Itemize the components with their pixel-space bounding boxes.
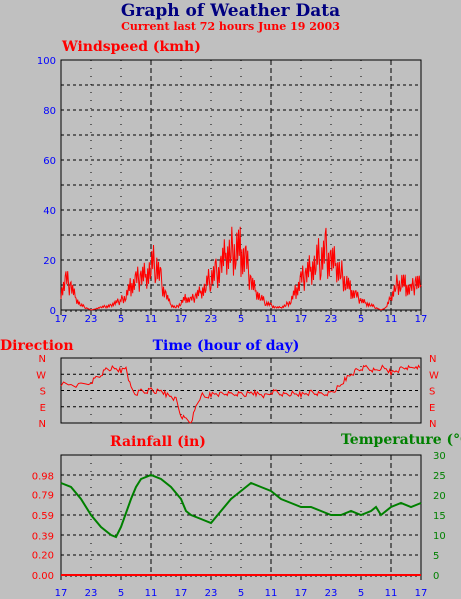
x-tick-label: 5 (358, 588, 364, 599)
temperature-tick-label: 10 (433, 531, 446, 542)
x-tick-label: 17 (55, 314, 68, 325)
rainfall-tick-label: 0.79 (32, 491, 54, 502)
y-tick-label: 20 (43, 256, 56, 267)
x-tick-label: 17 (295, 314, 308, 325)
x-tick-label: 23 (325, 314, 338, 325)
direction-tick-right: E (429, 403, 435, 414)
x-tick-label: 23 (325, 588, 338, 599)
x-tick-label: 17 (295, 588, 308, 599)
direction-tick-right: W (429, 370, 439, 381)
x-tick-label: 23 (205, 588, 218, 599)
windspeed-title: Windspeed (kmh) (61, 39, 201, 55)
x-tick-label: 5 (358, 314, 364, 325)
direction-series (60, 364, 421, 424)
direction-tick-right: N (429, 419, 436, 430)
x-tick-label: 5 (238, 314, 244, 325)
y-tick-label: 40 (43, 206, 56, 217)
x-tick-label: 5 (118, 314, 124, 325)
x-tick-label: 11 (265, 314, 278, 325)
temperature-title: Temperature (°C) (341, 432, 461, 448)
x-tick-label: 17 (175, 314, 188, 325)
plot-frame (60, 357, 422, 424)
y-tick-label: 100 (37, 56, 56, 67)
page-subtitle: Current last 72 hours June 19 2003 (121, 20, 340, 33)
x-tick-label: 11 (385, 314, 398, 325)
direction-tick-left: S (40, 387, 46, 398)
rainfall-tick-label: 0.20 (32, 551, 54, 562)
page-title: Graph of Weather Data (120, 1, 341, 21)
y-tick-label: 0 (50, 306, 56, 317)
x-tick-label: 23 (85, 588, 98, 599)
temperature-tick-label: 5 (433, 551, 439, 562)
temperature-tick-label: 25 (433, 471, 446, 482)
rainfall-tick-label: 0.00 (32, 571, 54, 582)
temperature-tick-label: 20 (433, 491, 446, 502)
rainfall-tick-label: 0.39 (32, 531, 54, 542)
windspeed-series (60, 226, 422, 311)
temperature-tick-label: 30 (433, 451, 446, 462)
direction-tick-left: W (36, 370, 46, 381)
x-tick-label: 5 (118, 588, 124, 599)
y-tick-label: 80 (43, 106, 56, 117)
temperature-tick-label: 15 (433, 511, 446, 522)
temperature-tick-label: 0 (433, 571, 439, 582)
x-tick-label: 11 (385, 588, 398, 599)
direction-tick-right: N (429, 354, 436, 365)
rainfall-tick-label: 0.59 (32, 511, 54, 522)
x-tick-label: 23 (205, 314, 218, 325)
time-axis-label: Time (hour of day) (153, 338, 300, 354)
rainfall-title: Rainfall (in) (110, 434, 206, 450)
direction-tick-left: N (39, 354, 46, 365)
rainfall-tick-label: 0.98 (32, 471, 54, 482)
direction-tick-left: E (40, 403, 46, 414)
direction-tick-right: S (429, 387, 435, 398)
x-tick-label: 11 (145, 314, 158, 325)
x-tick-label: 17 (55, 588, 68, 599)
x-tick-label: 17 (415, 314, 428, 325)
x-tick-label: 17 (175, 588, 188, 599)
y-tick-label: 60 (43, 156, 56, 167)
x-tick-label: 17 (415, 588, 428, 599)
direction-title: Direction (0, 338, 74, 354)
x-tick-label: 5 (238, 588, 244, 599)
x-tick-label: 11 (265, 588, 278, 599)
x-tick-label: 23 (85, 314, 98, 325)
direction-tick-left: N (39, 419, 46, 430)
x-tick-label: 11 (145, 588, 158, 599)
temperature-series (60, 473, 422, 539)
